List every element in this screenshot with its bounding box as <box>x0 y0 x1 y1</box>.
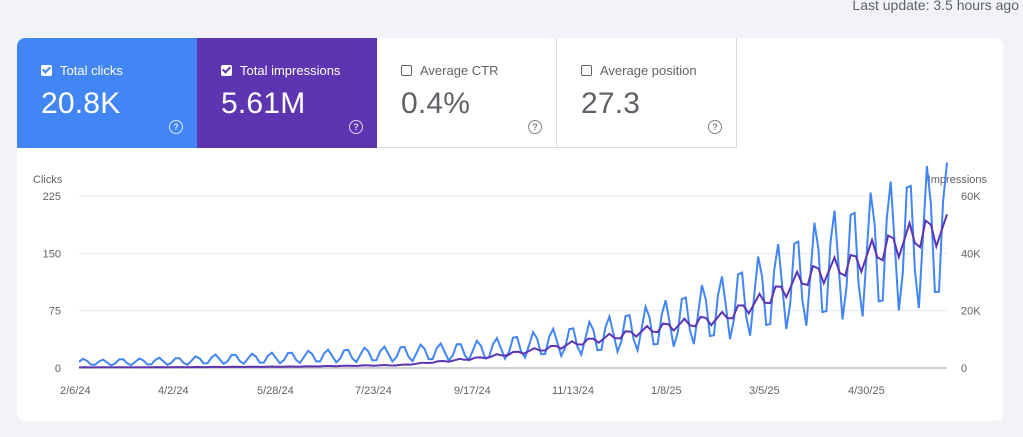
checkbox-total-impressions[interactable] <box>221 65 232 76</box>
metric-average-ctr[interactable]: Average CTR 0.4% ? <box>377 38 557 148</box>
y-right-tick-label: 0 <box>961 363 967 375</box>
x-tick-label: 3/5/25 <box>749 385 780 397</box>
y-right-tick-label: 40K <box>961 248 981 260</box>
metric-total-impressions[interactable]: Total impressions 5.61M ? <box>197 38 377 148</box>
y-right-tick-label: 60K <box>961 191 981 203</box>
x-tick-label: 9/17/24 <box>454 385 491 397</box>
x-tick-label: 2/6/24 <box>60 385 91 397</box>
help-icon[interactable]: ? <box>169 120 183 134</box>
metric-total-clicks[interactable]: Total clicks 20.8K ? <box>17 38 197 148</box>
metric-label: Average CTR <box>420 63 499 78</box>
metric-tabs: Total clicks 20.8K ? Total impressions 5… <box>17 38 737 148</box>
performance-card: Total clicks 20.8K ? Total impressions 5… <box>17 38 1003 421</box>
x-tick-label: 1/8/25 <box>651 385 682 397</box>
metric-label: Total impressions <box>240 63 341 78</box>
x-tick-label: 7/23/24 <box>355 385 392 397</box>
help-icon[interactable]: ? <box>349 120 363 134</box>
y-left-tick-label: 150 <box>43 248 61 260</box>
y-left-tick-label: 0 <box>55 363 61 375</box>
checkbox-average-ctr[interactable] <box>401 65 412 76</box>
y-left-tick-label: 75 <box>49 306 61 318</box>
y-right-tick-label: 20K <box>961 306 981 318</box>
help-icon[interactable]: ? <box>528 120 542 134</box>
checkbox-total-clicks[interactable] <box>41 65 52 76</box>
metric-value: 27.3 <box>581 87 641 120</box>
series-clicks-line <box>78 162 948 367</box>
performance-chart[interactable]: Clicks Impressions 225 60K 150 40K 75 20K 0 0 2/6/… <box>17 38 1003 421</box>
metric-value: 5.61M <box>221 87 306 120</box>
metric-average-position[interactable]: Average position 27.3 ? <box>557 38 737 148</box>
y-left-tick-label: 225 <box>43 191 61 203</box>
last-update-text: Last update: 3.5 hours ago <box>852 0 1019 13</box>
x-tick-label: 11/13/24 <box>552 385 594 397</box>
metric-value: 20.8K <box>41 87 121 120</box>
x-tick-label: 4/2/24 <box>158 385 189 397</box>
y-left-axis-label: Clicks <box>33 174 63 186</box>
x-tick-label: 5/28/24 <box>257 385 294 397</box>
y-right-axis-label: Impressions <box>928 174 988 186</box>
series-impressions-line <box>78 213 948 369</box>
x-tick-label: 4/30/25 <box>848 385 885 397</box>
metric-label: Total clicks <box>60 63 123 78</box>
metric-value: 0.4% <box>401 87 471 120</box>
metric-label: Average position <box>600 63 697 78</box>
checkbox-average-position[interactable] <box>581 65 592 76</box>
help-icon[interactable]: ? <box>708 120 722 134</box>
